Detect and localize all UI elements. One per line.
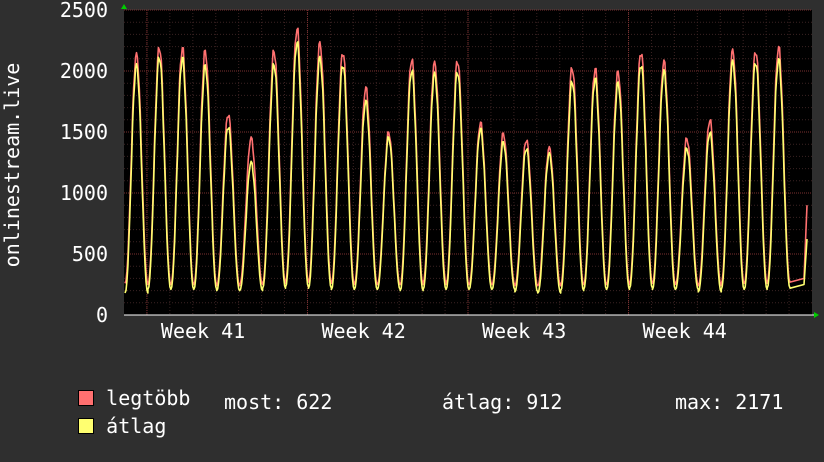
x-axis-arrow: [814, 312, 819, 318]
chart: 0 500 1000 1500 2000 2500 Week 41 Week 42 Week 4…: [0, 0, 819, 343]
y-tick-label: 2000: [60, 59, 108, 83]
y-axis-arrow: [121, 4, 127, 9]
y-tick-label: 1500: [60, 120, 108, 144]
y-tick-label: 2500: [60, 0, 108, 22]
x-tick-label: Week 43: [482, 319, 566, 343]
x-tick-label: Week 44: [643, 319, 727, 343]
y-tick-label: 500: [72, 242, 108, 266]
x-tick-label: Week 42: [321, 319, 405, 343]
y-axis-title: onlinestream.live: [0, 63, 24, 268]
x-tick-label: Week 41: [161, 319, 245, 343]
y-tick-label: 0: [96, 303, 108, 327]
series-line-atlag: [124, 40, 808, 294]
y-tick-label: 1000: [60, 181, 108, 205]
